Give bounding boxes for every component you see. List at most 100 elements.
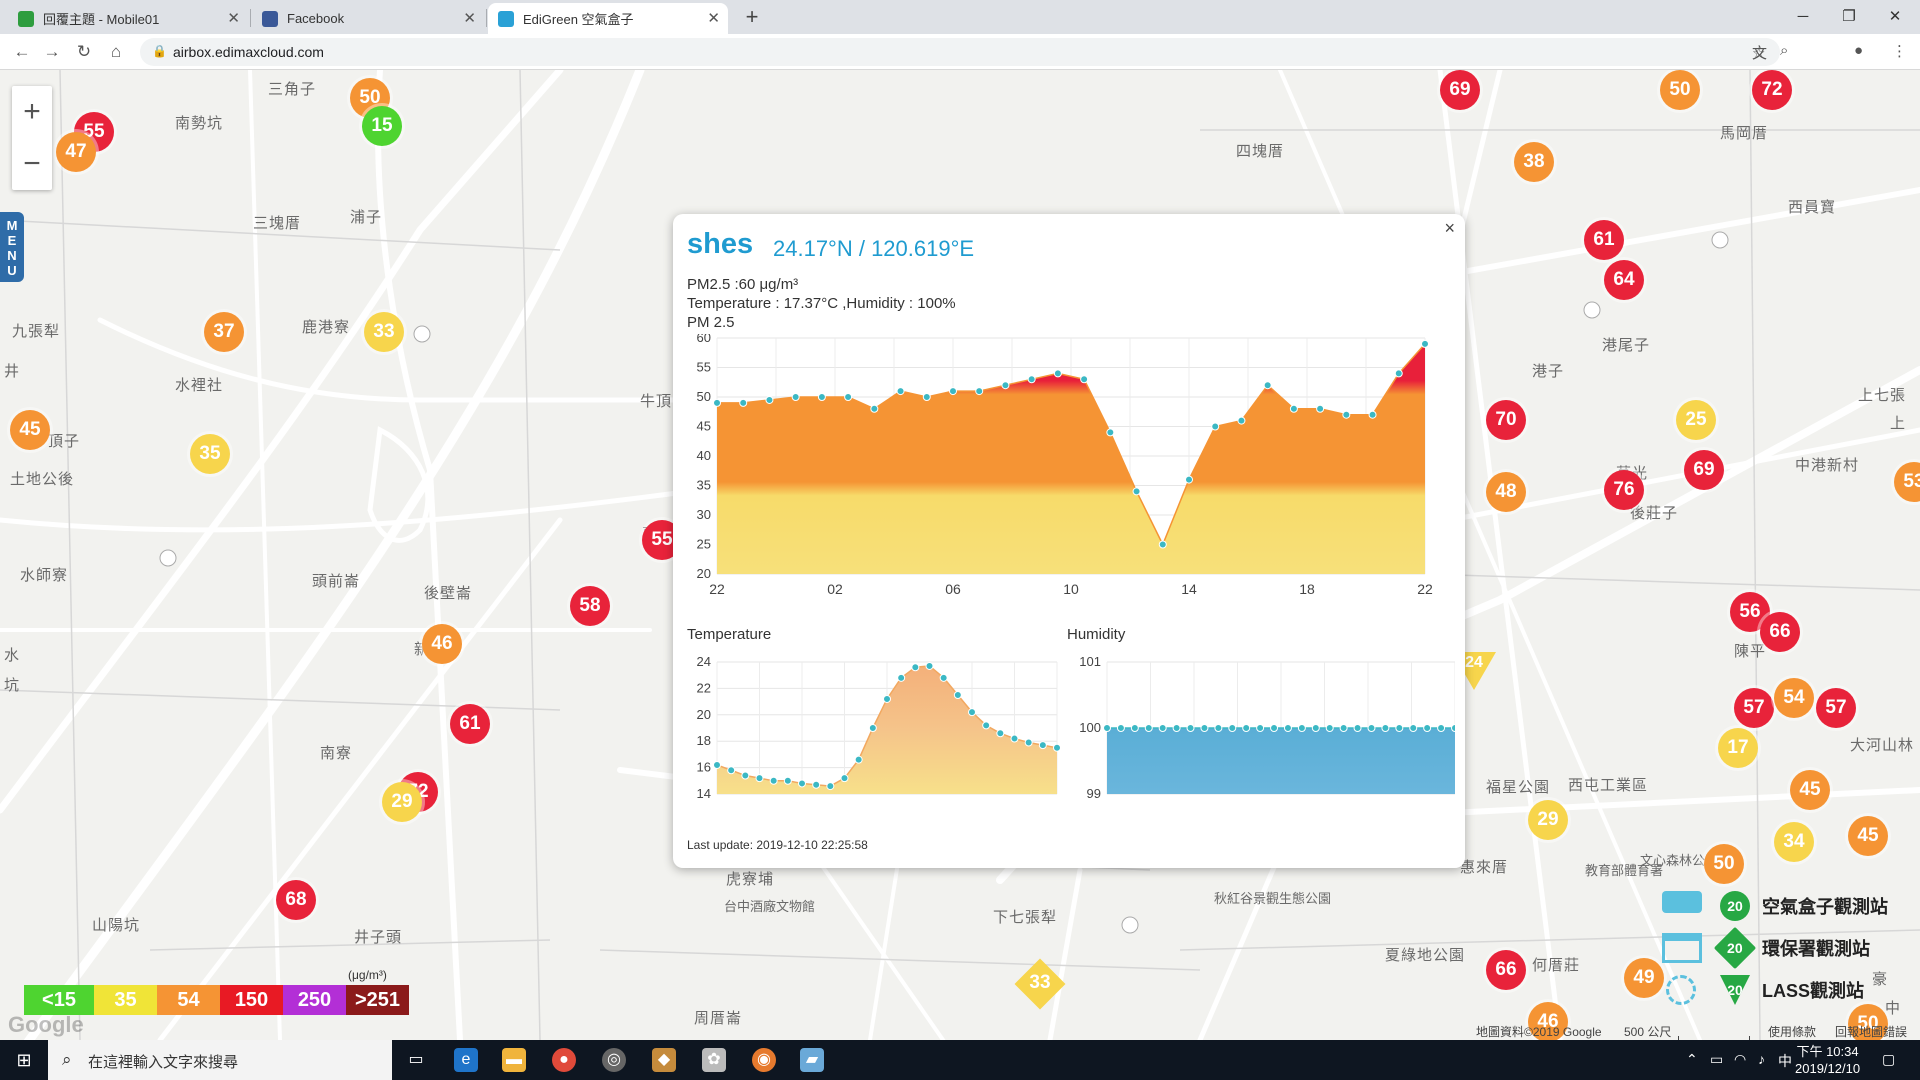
legend-swatch: 54 — [157, 985, 220, 1015]
map-canvas[interactable]: 三角子南勢坑三塊厝浦子九張犁鹿港寮水裡社頂子土地公後牛頂水師寮頭前崙後壁崙新庄子… — [0, 70, 1920, 1040]
airbox-station-marker[interactable]: 76 — [1604, 470, 1644, 510]
app-icon[interactable]: ◎ — [602, 1048, 626, 1072]
airbox-station-marker[interactable]: 61 — [1584, 220, 1624, 260]
airbox-station-marker[interactable]: 66 — [1486, 950, 1526, 990]
airbox-station-marker[interactable]: 35 — [190, 434, 230, 474]
airbox-station-marker[interactable]: 57 — [1734, 688, 1774, 728]
temperature-chart-title: Temperature — [687, 626, 772, 643]
chrome-icon[interactable]: ● — [552, 1048, 576, 1072]
browser-tab[interactable]: Facebook ✕ — [252, 3, 484, 34]
more-menu-icon[interactable]: ⋮ — [1892, 43, 1907, 60]
airbox-station-marker[interactable]: 17 — [1718, 728, 1758, 768]
airbox-station-marker[interactable]: 54 — [1774, 678, 1814, 718]
airbox-station-marker[interactable]: 58 — [570, 586, 610, 626]
airbox-station-marker[interactable]: 66 — [1760, 612, 1800, 652]
map-place-label: 水師寮 — [20, 567, 69, 584]
blender-icon[interactable]: ◉ — [752, 1048, 776, 1072]
close-tab-icon[interactable]: ✕ — [227, 10, 240, 27]
translate-icon[interactable]: 文 — [1752, 45, 1768, 62]
report-error-link[interactable]: 回報地圖錯誤 — [1835, 1025, 1908, 1039]
data-point — [854, 755, 863, 764]
airbox-station-marker[interactable]: 57 — [1816, 688, 1856, 728]
x-tick-label: 14 — [1181, 581, 1197, 597]
airbox-station-marker[interactable]: 45 — [10, 410, 50, 450]
network-icon[interactable]: ◠ — [1734, 1051, 1747, 1067]
map-place-label: 福星公園 — [1486, 779, 1551, 796]
restore-button[interactable]: ❐ — [1842, 8, 1856, 25]
home-icon[interactable]: ⌂ — [110, 42, 122, 61]
airbox-station-marker[interactable]: 46 — [1528, 1002, 1568, 1040]
data-point — [868, 724, 877, 732]
station-legend-airbox: 20 空氣盒子觀測站 — [1660, 885, 1888, 927]
airbox-station-marker[interactable]: 48 — [1486, 472, 1526, 512]
airbox-station-marker[interactable]: 49 — [1624, 958, 1664, 998]
volume-icon[interactable]: ♪ — [1758, 1051, 1765, 1067]
data-point — [1256, 724, 1265, 732]
airbox-station-marker[interactable]: 70 — [1486, 400, 1526, 440]
airbox-station-marker[interactable]: 69 — [1440, 70, 1480, 110]
task-view-icon[interactable]: ▭ — [408, 1051, 424, 1068]
airbox-station-marker[interactable]: 25 — [1676, 400, 1716, 440]
zoom-in-button[interactable]: + — [23, 95, 41, 128]
browser-tab[interactable]: EdiGreen 空氣盒子 ✕ — [488, 3, 728, 34]
tray-chevron-icon[interactable]: ⌃ — [1686, 1051, 1698, 1067]
airbox-station-marker[interactable]: 69 — [1684, 450, 1724, 490]
map-place-label: 西員寶 — [1788, 199, 1837, 216]
map-place-label: 台中酒廠文物館 — [724, 899, 816, 914]
airbox-station-marker[interactable]: 29 — [382, 782, 422, 822]
profile-icon[interactable]: ● — [1854, 42, 1864, 59]
close-tab-icon[interactable]: ✕ — [707, 10, 720, 27]
airbox-station-marker[interactable]: 72 — [1752, 70, 1792, 110]
zoom-out-button[interactable]: − — [23, 147, 41, 180]
menu-tab[interactable]: M E N U — [0, 212, 24, 282]
ime-indicator[interactable]: 中 — [1778, 1053, 1792, 1069]
airbox-station-marker[interactable]: 33 — [364, 312, 404, 352]
battery-icon[interactable]: ▭ — [1710, 1051, 1724, 1067]
new-tab-button[interactable]: + — [745, 4, 759, 29]
airbox-station-marker[interactable]: 53 — [1894, 462, 1920, 502]
airbox-station-marker[interactable]: 34 — [1774, 822, 1814, 862]
airbox-station-marker[interactable]: 15 — [362, 106, 402, 146]
search-icon: ⌕ — [62, 1050, 72, 1069]
airbox-station-marker[interactable]: 29 — [1528, 800, 1568, 840]
close-window-button[interactable]: ✕ — [1888, 8, 1902, 25]
airbox-station-marker[interactable]: 37 — [204, 312, 244, 352]
edge-icon[interactable]: e — [454, 1048, 478, 1072]
windows-start-icon[interactable]: ⊞ — [16, 1050, 32, 1070]
terms-link[interactable]: 使用條款 — [1768, 1025, 1817, 1039]
airbox-station-marker[interactable]: 50 — [1704, 844, 1744, 884]
airbox-station-marker[interactable]: 46 — [422, 624, 462, 664]
file-explorer-icon[interactable]: ▬ — [502, 1048, 526, 1072]
airbox-station-marker[interactable]: 38 — [1514, 142, 1554, 182]
airbox-station-marker[interactable]: 68 — [276, 880, 316, 920]
close-popup-button[interactable]: × — [1444, 218, 1455, 238]
forward-icon[interactable]: → — [43, 42, 61, 61]
reload-icon[interactable]: ↻ — [76, 42, 92, 61]
series-line — [717, 343, 1426, 547]
airbox-station-marker[interactable]: 45 — [1848, 816, 1888, 856]
airbox-station-marker[interactable]: 45 — [1790, 770, 1830, 810]
airbox-station-marker[interactable]: 50 — [1660, 70, 1700, 110]
back-icon[interactable]: ← — [13, 42, 31, 61]
map-place-label: 三塊厝 — [253, 215, 302, 232]
airbox-station-marker[interactable]: 64 — [1604, 260, 1644, 300]
browser-tab[interactable]: 回覆主題 - Mobile01 ✕ — [8, 3, 248, 34]
zoom-icon[interactable]: ⌕ — [1780, 42, 1789, 59]
app-icon[interactable]: ✿ — [702, 1048, 726, 1072]
station-label: LASS觀測站 — [1762, 981, 1865, 1001]
star-icon[interactable]: ☆ — [1752, 45, 1766, 62]
app-icon[interactable]: ▰ — [800, 1048, 824, 1072]
minimize-button[interactable]: ─ — [1797, 8, 1809, 25]
notification-icon[interactable]: ▢ — [1882, 1051, 1896, 1067]
taskbar-search-box[interactable]: ⌕ 在這裡輸入文字來搜尋 — [48, 1040, 392, 1080]
app-icon[interactable]: ◆ — [652, 1048, 676, 1072]
x-tick-label: 06 — [945, 581, 961, 597]
url-text[interactable]: airbox.edimaxcloud.com — [173, 44, 324, 60]
airbox-station-marker[interactable]: 47 — [56, 132, 96, 172]
address-bar[interactable]: 🔒 airbox.edimaxcloud.com ☆ — [140, 38, 1780, 66]
airbox-station-marker[interactable]: 61 — [450, 704, 490, 744]
system-clock[interactable]: 下午 10:34 2019/12/10 — [1795, 1043, 1860, 1077]
close-tab-icon[interactable]: ✕ — [463, 10, 476, 27]
data-point — [1342, 410, 1351, 419]
airbox-station-marker[interactable]: 50 — [1848, 1004, 1888, 1040]
